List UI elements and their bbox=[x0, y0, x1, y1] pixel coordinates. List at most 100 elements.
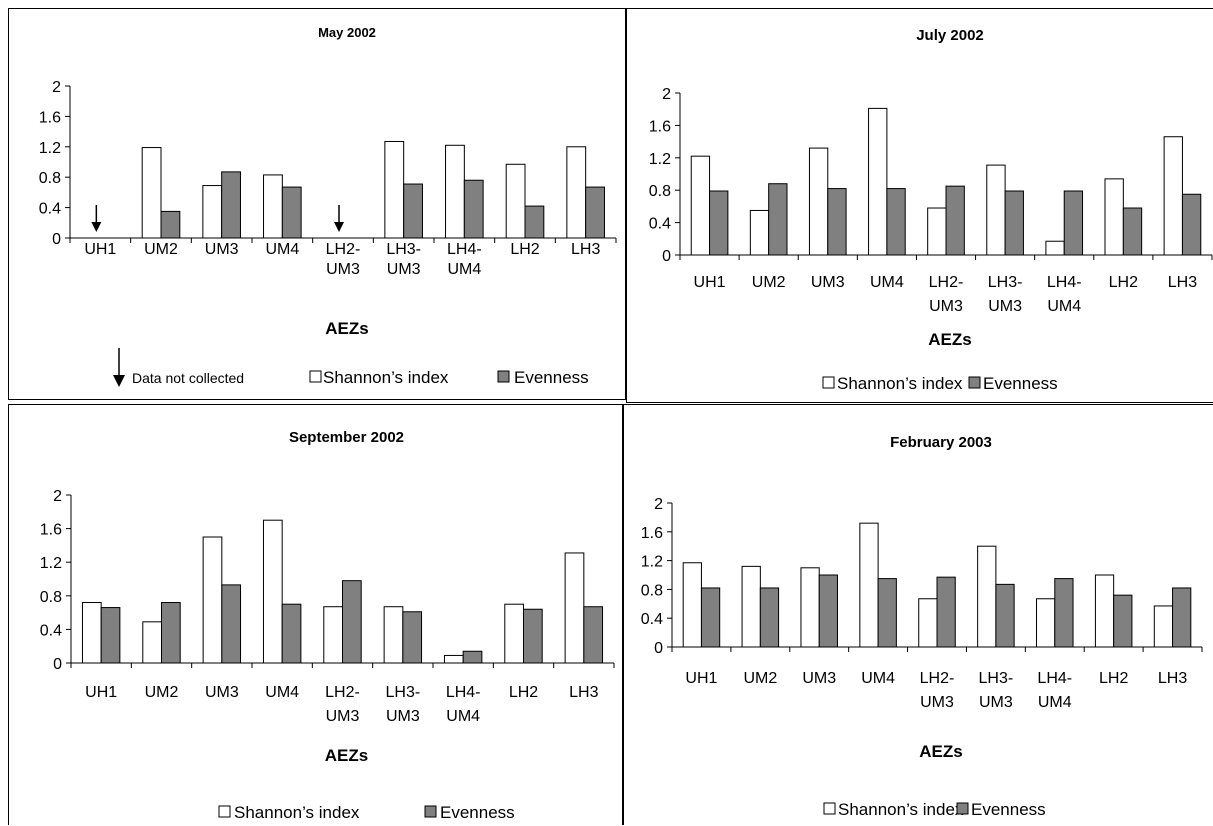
bar-evenness bbox=[402, 611, 423, 664]
bar-evenness bbox=[759, 587, 780, 648]
y-tick-label: 0.8 bbox=[641, 582, 663, 599]
bar-shannon bbox=[504, 603, 524, 664]
x-tick-label: LH3-UM3 bbox=[386, 241, 421, 278]
x-tick-label: LH4-UM4 bbox=[1047, 274, 1082, 315]
bar-shannon bbox=[566, 146, 587, 239]
y-tick-label: 0.4 bbox=[641, 611, 663, 628]
legend-label-evenness: Evenness bbox=[440, 803, 515, 822]
x-tick-label: UM3 bbox=[802, 670, 836, 687]
chart-title: May 2002 bbox=[318, 25, 376, 40]
arrow-down-icon bbox=[113, 375, 125, 387]
x-tick-label: LH2-UM3 bbox=[325, 684, 360, 725]
bar-shannon bbox=[977, 545, 997, 648]
legend-swatch-shannon bbox=[218, 805, 231, 818]
bar-shannon bbox=[141, 147, 162, 239]
bar-evenness bbox=[161, 602, 181, 664]
y-tick-label: 0.4 bbox=[649, 216, 671, 233]
y-tick-label: 0 bbox=[654, 640, 663, 657]
bar-evenness bbox=[524, 205, 545, 239]
y-tick-label: 0 bbox=[662, 248, 671, 265]
bar-shannon bbox=[1163, 136, 1183, 256]
x-tick-label: UM2 bbox=[743, 670, 777, 687]
bar-shannon bbox=[741, 565, 761, 648]
bar-shannon bbox=[564, 552, 585, 664]
x-tick-label: LH2-UM3 bbox=[920, 670, 955, 711]
x-tick-label: LH2 bbox=[1109, 274, 1138, 291]
bar-evenness bbox=[523, 608, 543, 664]
chart-svg: September 2002 0 0.4 0.8 1.2 1.6 2 UH1 UM2 UM3 UM4… bbox=[40, 429, 615, 822]
bar-shannon bbox=[918, 598, 938, 648]
y-tick-label: 1.6 bbox=[39, 109, 61, 126]
bar-shannon bbox=[202, 536, 223, 664]
y-tick-label: 0.8 bbox=[39, 170, 61, 187]
legend-label-evenness: Evenness bbox=[514, 368, 589, 387]
x-tick-label: UH1 bbox=[84, 241, 116, 258]
x-tick-label: UH1 bbox=[685, 670, 717, 687]
bar-shannon bbox=[927, 207, 947, 256]
bar-evenness bbox=[463, 179, 484, 239]
x-axis-label: AEZs bbox=[919, 742, 962, 761]
legend-label-shannon: Shannon’s index bbox=[837, 374, 963, 393]
x-tick-label: LH3-UM3 bbox=[988, 274, 1023, 315]
y-tick-label: 0.4 bbox=[39, 201, 61, 218]
chart-title: February 2003 bbox=[890, 434, 992, 451]
x-tick-label: UM2 bbox=[752, 274, 786, 291]
x-tick-label: UM3 bbox=[205, 241, 239, 258]
y-tick-label: 2 bbox=[52, 79, 61, 96]
legend-swatch-shannon bbox=[309, 370, 322, 383]
bar-evenness bbox=[462, 650, 483, 664]
bar-shannon bbox=[690, 155, 711, 256]
x-axis-label: AEZs bbox=[325, 746, 368, 765]
bar-evenness bbox=[281, 186, 302, 239]
x-tick-label: LH3 bbox=[1168, 274, 1197, 291]
bar-shannon bbox=[142, 621, 162, 664]
chart-title: September 2002 bbox=[289, 429, 404, 446]
y-tick-label: 0 bbox=[52, 231, 61, 248]
bar-shannon bbox=[323, 606, 343, 664]
chart-title: July 2002 bbox=[916, 27, 984, 44]
legend-swatch-evenness bbox=[968, 376, 981, 389]
x-tick-label: UM4 bbox=[265, 684, 299, 701]
bar-evenness bbox=[945, 185, 965, 256]
y-tick-label: 2 bbox=[662, 86, 671, 103]
bar-evenness bbox=[1122, 207, 1143, 256]
x-tick-label: LH2-UM3 bbox=[929, 274, 964, 315]
x-tick-label: LH3-UM3 bbox=[385, 684, 420, 725]
y-tick-label: 1.6 bbox=[40, 522, 62, 539]
x-tick-label: LH3 bbox=[1158, 670, 1187, 687]
bar-shannon bbox=[1094, 574, 1115, 648]
bar-evenness bbox=[1004, 190, 1024, 256]
bar-shannon bbox=[384, 140, 405, 239]
bar-evenness bbox=[281, 603, 302, 664]
x-tick-label: LH2 bbox=[1099, 670, 1128, 687]
bar-evenness bbox=[1063, 190, 1084, 256]
x-tick-label: LH2-UM3 bbox=[326, 241, 361, 278]
bar-evenness bbox=[1181, 193, 1202, 256]
bar-evenness bbox=[886, 188, 906, 256]
bar-shannon bbox=[202, 185, 223, 239]
legend-note-data-not-collected: Data not collected bbox=[132, 370, 244, 386]
bar-evenness bbox=[583, 606, 604, 664]
legend-label-shannon: Shannon’s index bbox=[323, 368, 449, 387]
bar-evenness bbox=[100, 607, 121, 664]
x-tick-label: LH4-UM4 bbox=[447, 241, 482, 278]
bar-evenness bbox=[768, 183, 788, 256]
y-tick-label: 1.2 bbox=[39, 140, 61, 157]
y-tick-label: 1.2 bbox=[641, 554, 663, 571]
x-tick-label: UM3 bbox=[205, 684, 239, 701]
y-tick-label: 2 bbox=[53, 488, 62, 505]
x-tick-label: UH1 bbox=[85, 684, 117, 701]
chart-svg: July 2002 0 0.4 0.8 1.2 1.6 2 UH1 UM2 UM3 UM4 LH2-U… bbox=[649, 27, 1213, 393]
legend-swatch-evenness bbox=[424, 805, 437, 818]
bar-evenness bbox=[709, 190, 729, 256]
bar-shannon bbox=[263, 174, 283, 239]
bar-shannon bbox=[1104, 178, 1124, 256]
x-tick-label: LH4-UM4 bbox=[446, 684, 481, 725]
x-tick-label: LH2 bbox=[510, 241, 539, 258]
y-tick-label: 0.8 bbox=[649, 183, 671, 200]
bar-shannon bbox=[808, 147, 829, 256]
chart-panel-september-2002: September 2002 0 0.4 0.8 1.2 1.6 2 UH1 UM2 UM3 UM4… bbox=[8, 404, 623, 825]
chart-panel-may-2002: May 2002 0 0.4 0.8 1.2 1.6 2 UH1 UM2 UM3 UM4 LH2-UM… bbox=[8, 8, 626, 400]
bar-shannon bbox=[383, 606, 404, 664]
bar-evenness bbox=[818, 574, 838, 648]
